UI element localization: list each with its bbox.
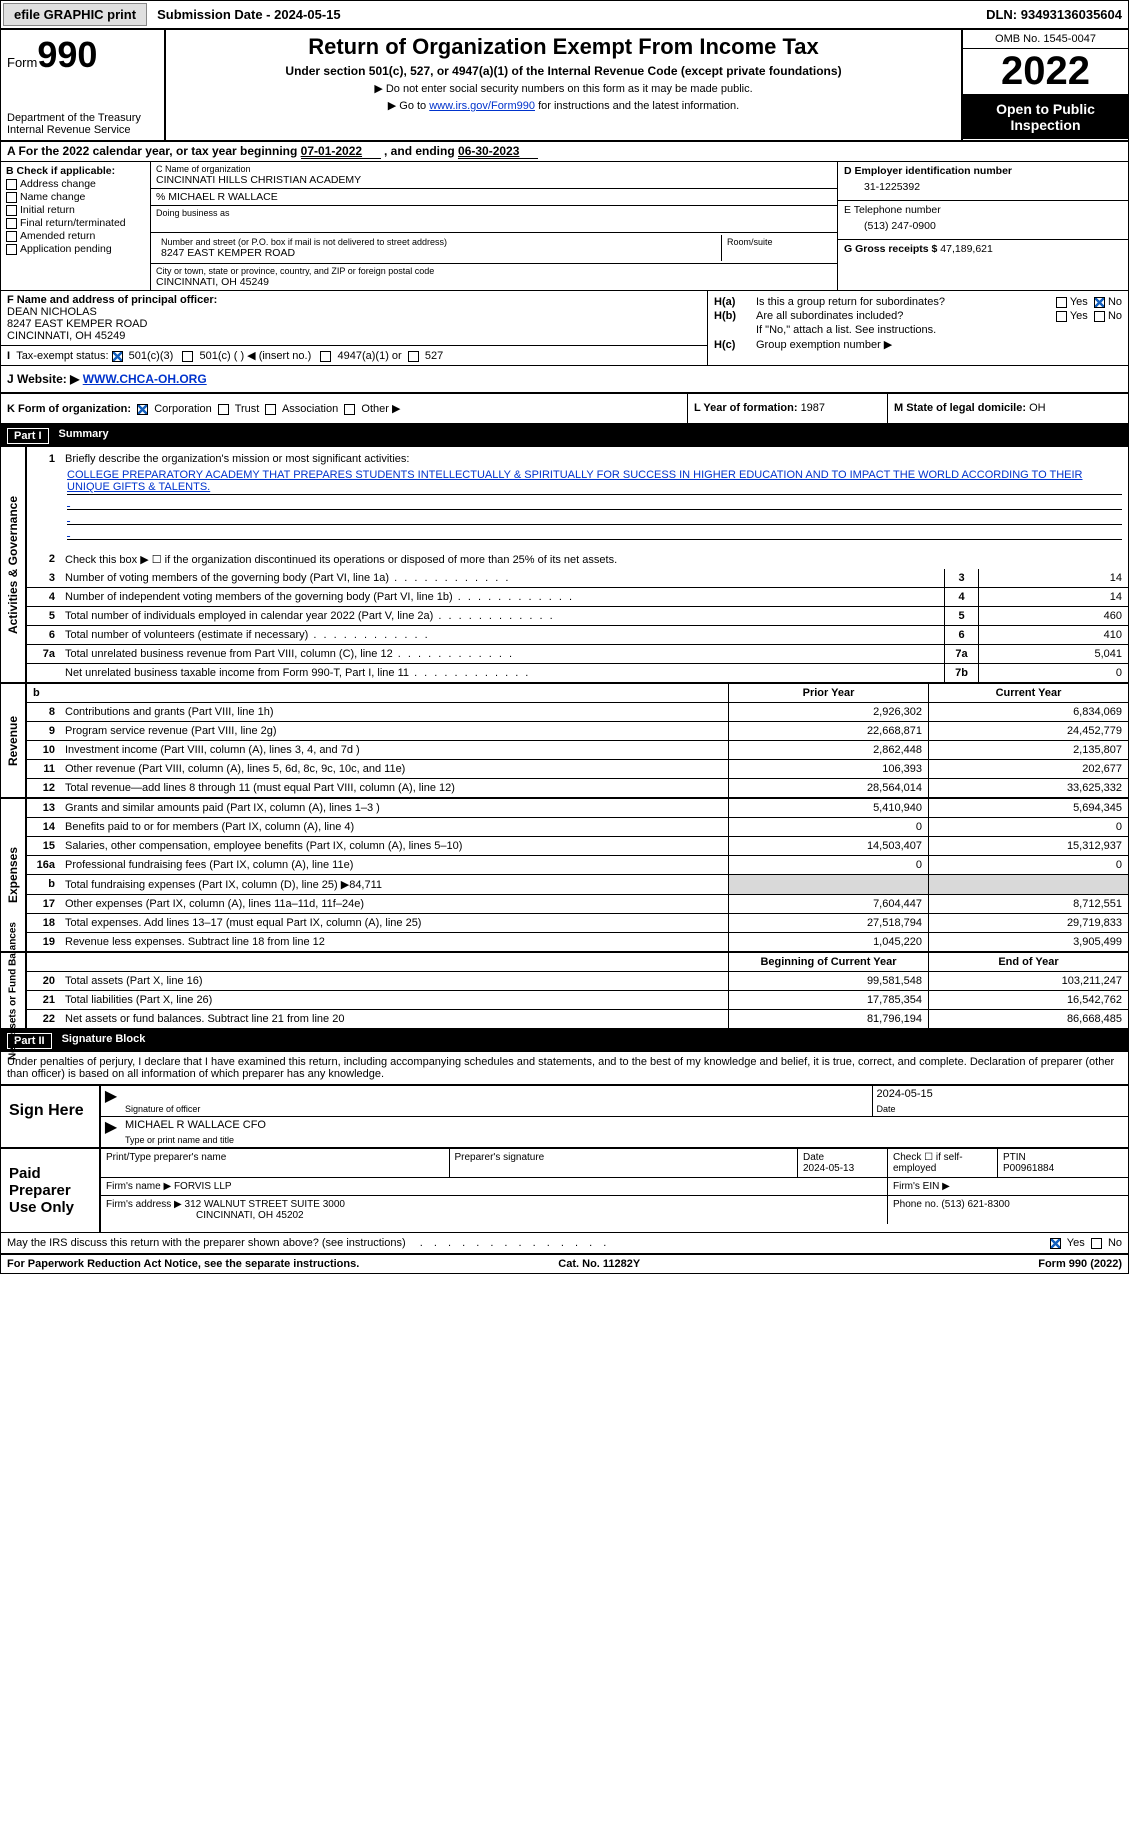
financial-line: 14 Benefits paid to or for members (Part… [27, 818, 1128, 837]
corp-checkbox[interactable] [137, 404, 148, 415]
may-irs-discuss: May the IRS discuss this return with the… [1, 1232, 1128, 1253]
amended-return-checkbox[interactable] [6, 231, 17, 242]
sign-here-block: Sign Here ▶ Signature of officer 2024-05… [1, 1084, 1128, 1147]
line-2: 2 Check this box ▶ ☐ if the organization… [27, 550, 1128, 569]
name-arrow-icon: ▶ [101, 1117, 121, 1147]
address-change-checkbox[interactable] [6, 179, 17, 190]
summary-line: 3 Number of voting members of the govern… [27, 569, 1128, 588]
irs-link[interactable]: www.irs.gov/Form990 [429, 100, 535, 112]
summary-line: 6 Total number of volunteers (estimate i… [27, 626, 1128, 645]
ha-yes-checkbox[interactable] [1056, 297, 1067, 308]
financial-line: 21 Total liabilities (Part X, line 26) 1… [27, 991, 1128, 1010]
summary-line: 7a Total unrelated business revenue from… [27, 645, 1128, 664]
perjury-statement: Under penalties of perjury, I declare th… [1, 1052, 1128, 1084]
mission-text: COLLEGE PREPARATORY ACADEMY THAT PREPARE… [67, 468, 1122, 495]
ein: 31-1225392 [844, 177, 1122, 197]
form-of-org: K Form of organization: Corporation Trus… [1, 394, 688, 423]
website-row: J Website: ▶ WWW.CHCA-OH.ORG [1, 366, 1128, 394]
summary-line: 4 Number of independent voting members o… [27, 588, 1128, 607]
prior-current-header: b Prior Year Current Year [27, 684, 1128, 703]
financial-line: 17 Other expenses (Part IX, column (A), … [27, 895, 1128, 914]
efile-print-button[interactable]: efile GRAPHIC print [3, 3, 147, 26]
financial-line: 20 Total assets (Part X, line 16) 99,581… [27, 972, 1128, 991]
year-of-formation: L Year of formation: 1987 [688, 394, 888, 423]
group-return-block: H(a) Is this a group return for subordin… [708, 291, 1128, 365]
financial-line: b Total fundraising expenses (Part IX, c… [27, 875, 1128, 895]
may-no-checkbox[interactable] [1091, 1238, 1102, 1249]
submission-date: Submission Date - 2024-05-15 [149, 7, 349, 22]
signature-arrow-icon: ▶ [101, 1086, 121, 1116]
vtab-netassets: Net Assets or Fund Balances [8, 921, 19, 1059]
4947-checkbox[interactable] [320, 351, 331, 362]
website-link[interactable]: WWW.CHCA-OH.ORG [83, 372, 207, 386]
vtab-expenses: Expenses [6, 847, 20, 903]
financial-line: 15 Salaries, other compensation, employe… [27, 837, 1128, 856]
check-if-applicable: B Check if applicable: Address change Na… [1, 162, 151, 290]
summary-line: Net unrelated business taxable income fr… [27, 664, 1128, 682]
501c-other-checkbox[interactable] [182, 351, 193, 362]
top-toolbar: efile GRAPHIC print Submission Date - 20… [1, 1, 1128, 30]
527-checkbox[interactable] [408, 351, 419, 362]
summary-line: 5 Total number of individuals employed i… [27, 607, 1128, 626]
assoc-checkbox[interactable] [265, 404, 276, 415]
financial-line: 19 Revenue less expenses. Subtract line … [27, 933, 1128, 951]
financial-line: 16a Professional fundraising fees (Part … [27, 856, 1128, 875]
name-change-checkbox[interactable] [6, 192, 17, 203]
page-footer: For Paperwork Reduction Act Notice, see … [1, 1253, 1128, 1273]
dln: DLN: 93493136035604 [986, 7, 1128, 22]
other-org-checkbox[interactable] [344, 404, 355, 415]
hb-no-checkbox[interactable] [1094, 311, 1105, 322]
page-title: Return of Organization Exempt From Incom… [172, 34, 955, 60]
phone: (513) 247-0900 [844, 216, 1122, 236]
financial-line: 22 Net assets or fund balances. Subtract… [27, 1010, 1128, 1028]
part2-header: Part II Signature Block [1, 1030, 1128, 1052]
part1-header: Part I Summary [1, 425, 1128, 447]
form-id-block: Form990 Department of the Treasury Inter… [1, 30, 166, 140]
financial-line: 10 Investment income (Part VIII, column … [27, 741, 1128, 760]
firm-name: FORVIS LLP [174, 1181, 232, 1192]
year-block: OMB No. 1545-0047 2022 Open to Public In… [963, 30, 1128, 140]
principal-officer: F Name and address of principal officer:… [1, 291, 707, 345]
financial-line: 13 Grants and similar amounts paid (Part… [27, 799, 1128, 818]
org-identity-block: C Name of organization CINCINNATI HILLS … [151, 162, 838, 290]
tax-year-row: A For the 2022 calendar year, or tax yea… [1, 142, 1128, 162]
financial-line: 9 Program service revenue (Part VIII, li… [27, 722, 1128, 741]
gross-receipts: 47,189,621 [940, 243, 993, 255]
form-title-block: Return of Organization Exempt From Incom… [166, 30, 963, 140]
vtab-revenue: Revenue [6, 715, 20, 765]
state-of-domicile: M State of legal domicile: OH [888, 394, 1128, 423]
application-pending-checkbox[interactable] [6, 244, 17, 255]
financial-line: 12 Total revenue—add lines 8 through 11 … [27, 779, 1128, 797]
501c3-checkbox[interactable] [112, 351, 123, 362]
initial-return-checkbox[interactable] [6, 205, 17, 216]
ha-no-checkbox[interactable] [1094, 297, 1105, 308]
financial-line: 18 Total expenses. Add lines 13–17 (must… [27, 914, 1128, 933]
final-return-checkbox[interactable] [6, 218, 17, 229]
ein-phone-block: D Employer identification number 31-1225… [838, 162, 1128, 290]
begin-end-header: Beginning of Current Year End of Year [27, 953, 1128, 972]
officer-name: MICHAEL R WALLACE CFO [125, 1119, 1124, 1135]
financial-line: 8 Contributions and grants (Part VIII, l… [27, 703, 1128, 722]
trust-checkbox[interactable] [218, 404, 229, 415]
may-yes-checkbox[interactable] [1050, 1238, 1061, 1249]
paid-preparer-block: Paid Preparer Use Only Print/Type prepar… [1, 1147, 1128, 1232]
org-name: CINCINNATI HILLS CHRISTIAN ACADEMY [156, 174, 832, 186]
vtab-activities: Activities & Governance [6, 495, 20, 633]
line-1: 1 Briefly describe the organization's mi… [27, 447, 1128, 540]
hb-yes-checkbox[interactable] [1056, 311, 1067, 322]
financial-line: 11 Other revenue (Part VIII, column (A),… [27, 760, 1128, 779]
